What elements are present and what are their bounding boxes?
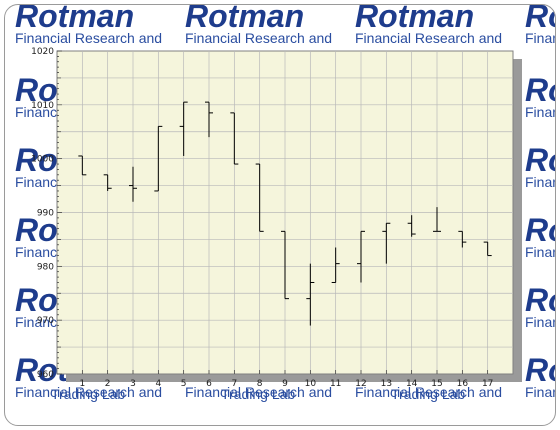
x-axis: 1 2 3 4 5 6 7 8 9 10 11 12 13 14 15 16 17 <box>79 370 493 389</box>
watermark-logo: Rotman <box>525 212 555 248</box>
ohlc-bar <box>154 125 163 192</box>
ohlc-series <box>78 101 492 326</box>
ohlc-bar <box>331 247 340 283</box>
watermark-logo: Rotman <box>525 5 555 34</box>
x-tick-label: 12 <box>355 379 366 389</box>
ohlc-bar <box>483 241 492 257</box>
x-tick-label: 6 <box>206 379 212 389</box>
y-tick-label: 1020 <box>31 47 54 57</box>
watermark-line1: Financial Research and <box>355 384 502 400</box>
ohlc-bar <box>407 215 416 237</box>
x-tick-label: 8 <box>257 379 263 389</box>
watermark-line1: Financial Research and <box>185 30 332 46</box>
watermark-line2: Trading Lab <box>51 386 125 402</box>
x-tick-label: 16 <box>457 379 469 389</box>
watermark-line1: Financial Research and <box>525 30 555 46</box>
watermark-line1: Financial Research and <box>355 30 502 46</box>
ohlc-bar <box>230 112 239 165</box>
x-tick-label: 7 <box>231 379 237 389</box>
ohlc-bar <box>433 207 441 232</box>
watermark-line1: Financial Research and <box>525 314 555 330</box>
watermark-logo: Rotman <box>355 5 474 34</box>
watermark-logo: Rotman <box>15 5 134 34</box>
watermark-logo: Rotman <box>525 142 555 178</box>
ohlc-bar <box>255 163 264 232</box>
watermark-logo: Rotman <box>525 72 555 108</box>
watermark-line1: Financial Research and <box>525 244 555 260</box>
x-tick-label: 15 <box>431 379 442 389</box>
ohlc-bar <box>357 230 365 283</box>
x-tick-label: 2 <box>105 379 111 389</box>
y-tick-label: 990 <box>37 209 54 219</box>
ohlc-bar <box>179 101 188 156</box>
watermark-line1: Financial Research and <box>185 384 332 400</box>
x-tick-label: 3 <box>130 379 136 389</box>
y-tick-label: 1000 <box>31 155 54 165</box>
ohlc-bar <box>458 230 467 248</box>
x-tick-label: 9 <box>282 379 288 389</box>
x-tick-label: 17 <box>482 379 493 389</box>
y-axis: 960 970 980 990 1000 1010 1020 <box>31 47 62 380</box>
y-tick-label: 1010 <box>31 101 54 111</box>
x-tick-label: 1 <box>79 379 85 389</box>
y-tick-label: 980 <box>37 262 54 272</box>
watermark-logo: Rotman <box>525 282 555 318</box>
ohlc-bar <box>78 155 87 176</box>
ohlc-bar <box>205 101 213 138</box>
watermark-logo: Rotman <box>525 352 555 388</box>
watermark-line2: Trading Lab <box>221 386 295 402</box>
watermark-line1: Financial Research and <box>525 104 555 120</box>
watermark-line1: Financial Research and <box>525 174 555 190</box>
x-tick-label: 14 <box>406 379 418 389</box>
ohlc-bar <box>281 230 289 300</box>
watermark-logo: Rotman <box>185 5 304 34</box>
watermark-line1: Financial Research and <box>15 384 162 400</box>
chart-frame: Rotman Financial Research and Rotman Financ… <box>4 4 556 426</box>
x-tick-label: 4 <box>155 379 161 389</box>
y-tick-label: 960 <box>37 370 54 380</box>
ohlc-bar <box>306 263 315 326</box>
x-tick-label: 13 <box>381 379 392 389</box>
ohlc-bar <box>382 222 391 264</box>
ohlc-bar <box>103 174 112 191</box>
watermark-line2: Trading Lab <box>391 386 465 402</box>
watermark-line1: Financial Research and <box>525 384 555 400</box>
x-tick-label: 10 <box>305 379 317 389</box>
watermark-line1: Financial Research and <box>15 30 162 46</box>
x-tick-label: 5 <box>181 379 187 389</box>
x-tick-label: 11 <box>330 379 341 389</box>
ohlc-bar <box>129 166 137 202</box>
y-tick-label: 970 <box>37 316 54 326</box>
